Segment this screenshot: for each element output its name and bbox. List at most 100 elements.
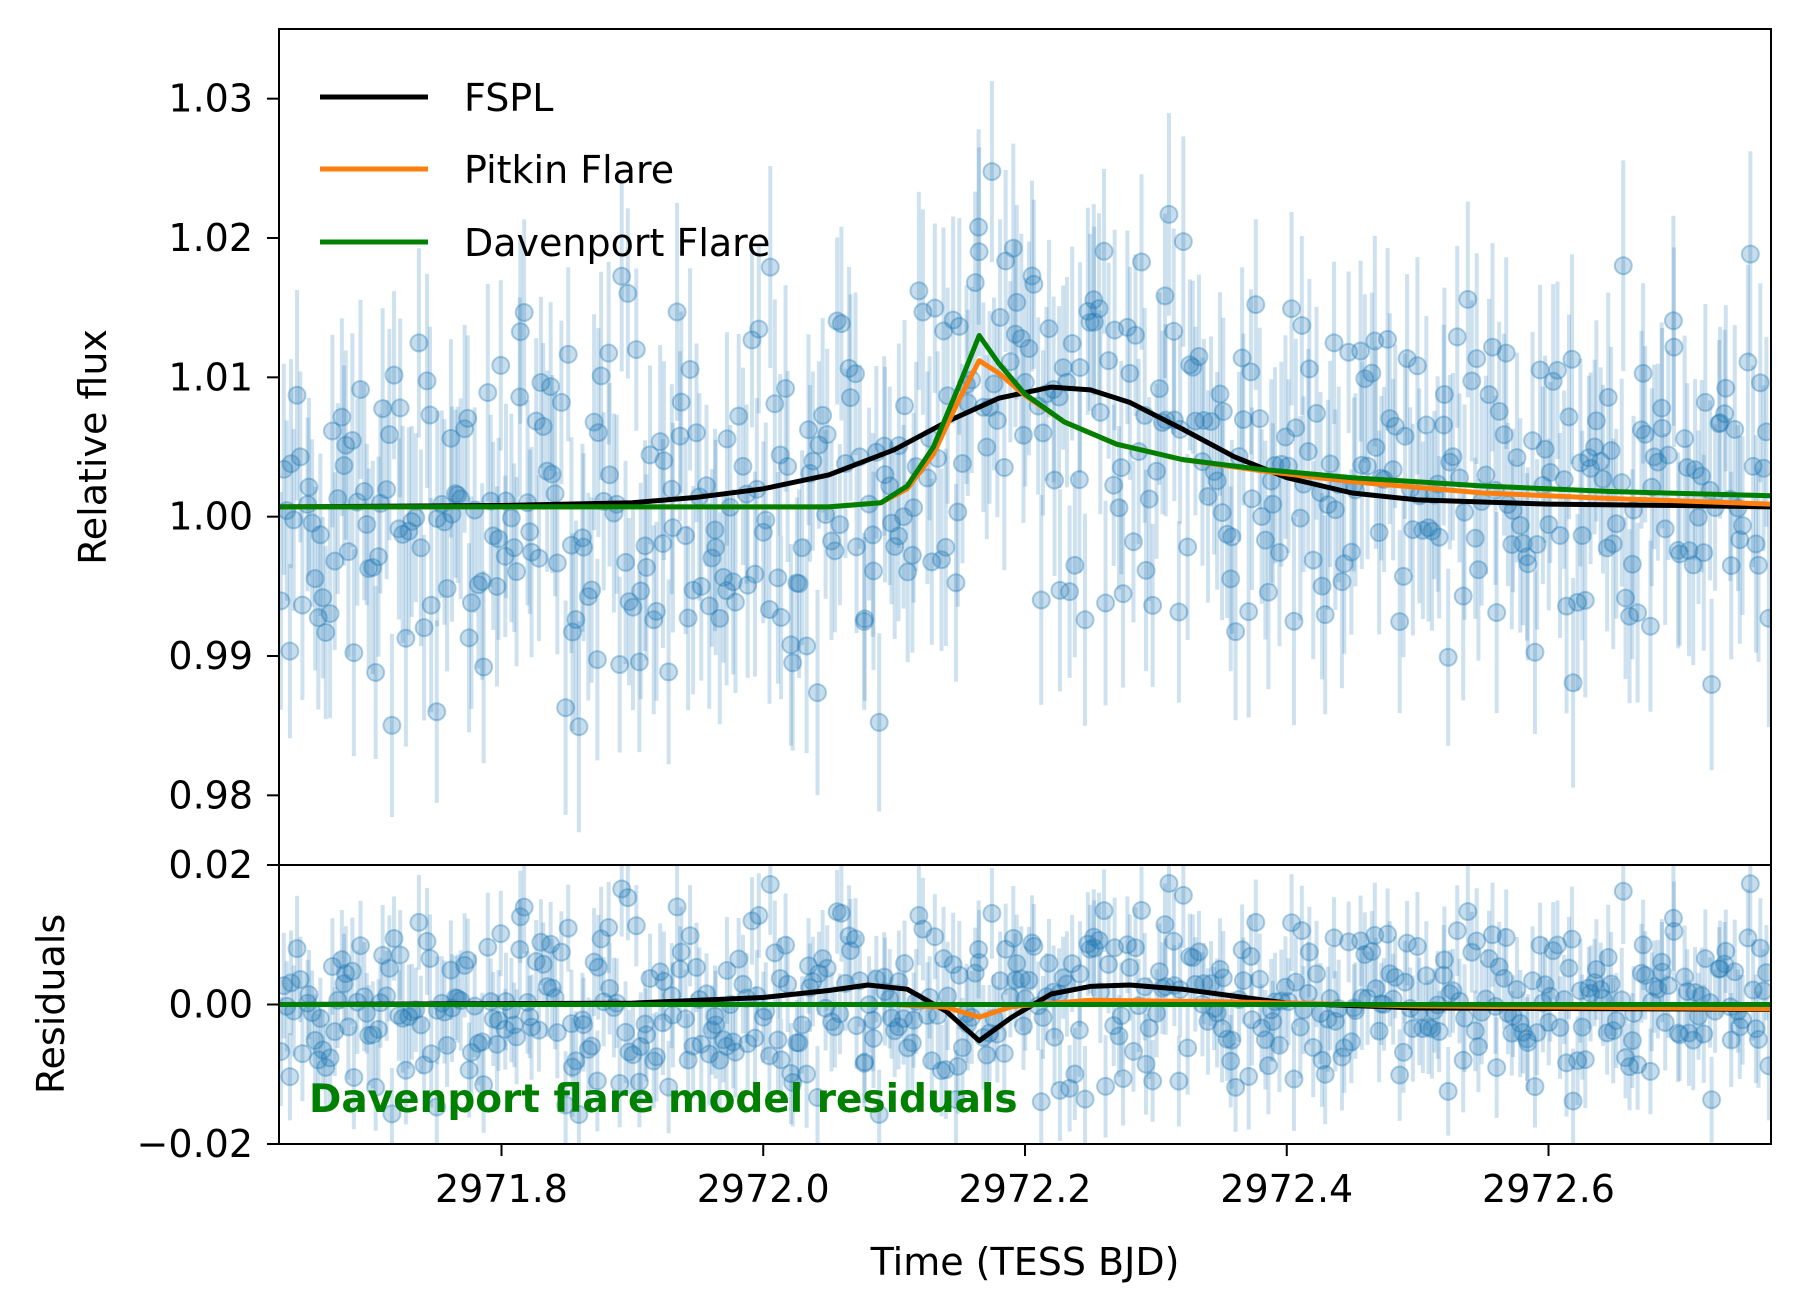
top-data-point bbox=[1155, 286, 1175, 306]
top-data-point bbox=[1440, 452, 1460, 472]
bottom-data-point bbox=[459, 1060, 479, 1080]
bottom-data-point bbox=[531, 932, 551, 952]
bottom-data-point bbox=[683, 1036, 703, 1056]
top-data-point bbox=[1180, 355, 1200, 375]
top-data-point bbox=[996, 251, 1016, 271]
bottom-data-point bbox=[308, 1050, 328, 1070]
bottom-data-point bbox=[1011, 969, 1031, 989]
top-data-point bbox=[299, 477, 319, 497]
bottom-data-point bbox=[1695, 949, 1715, 969]
top-data-point bbox=[1060, 582, 1080, 602]
top-data-point bbox=[1572, 526, 1592, 546]
top-data-point bbox=[446, 484, 466, 504]
top-data-point bbox=[1612, 473, 1632, 493]
legend: FSPL Pitkin Flare Davenport Flare bbox=[320, 76, 770, 265]
top-data-point bbox=[894, 507, 914, 527]
bottom-data-point bbox=[558, 918, 578, 938]
bottom-data-point bbox=[310, 1008, 330, 1028]
top-data-point bbox=[1494, 425, 1514, 445]
top-data-point bbox=[411, 538, 431, 558]
top-data-point bbox=[1005, 324, 1025, 344]
top-data-point bbox=[1479, 385, 1499, 405]
top-data-point bbox=[310, 525, 330, 545]
top-data-point bbox=[889, 526, 909, 546]
top-data-point bbox=[738, 575, 758, 595]
bottom-data-point bbox=[635, 1014, 655, 1034]
bottom-data-point bbox=[1572, 1017, 1592, 1037]
bottom-data-point bbox=[1252, 1018, 1272, 1038]
bottom-data-point bbox=[1109, 1026, 1129, 1046]
top-data-point bbox=[1438, 647, 1458, 667]
bottom-data-point bbox=[1679, 1023, 1699, 1043]
bottom-data-point bbox=[623, 1045, 643, 1065]
top-data-point bbox=[533, 416, 553, 436]
bottom-data-point bbox=[778, 974, 798, 994]
top-data-point bbox=[1635, 424, 1655, 444]
bottom-data-point bbox=[458, 950, 478, 970]
top-data-point bbox=[680, 359, 700, 379]
bottom-data-point bbox=[781, 1064, 801, 1084]
top-data-point bbox=[969, 217, 989, 237]
top-data-point bbox=[1007, 292, 1027, 312]
top-data-point bbox=[1024, 274, 1044, 294]
bottom-data-point bbox=[768, 1030, 788, 1050]
bottom-data-point bbox=[489, 1010, 509, 1030]
bottom-data-point bbox=[934, 949, 954, 969]
top-data-point bbox=[322, 421, 342, 441]
bottom-data-point bbox=[1339, 932, 1359, 952]
bottom-data-point bbox=[1458, 902, 1478, 922]
top-data-point bbox=[1679, 541, 1699, 561]
top-data-point bbox=[626, 340, 646, 360]
bottom-data-point bbox=[1378, 924, 1398, 944]
bottom-data-point bbox=[612, 879, 632, 899]
bottom-data-point bbox=[591, 929, 611, 949]
bottom-data-point bbox=[952, 1038, 972, 1058]
top-data-point bbox=[683, 580, 703, 600]
top-data-point bbox=[1616, 588, 1636, 608]
top-data-point bbox=[366, 662, 386, 682]
bottom-data-point bbox=[723, 1032, 743, 1052]
top-data-point bbox=[338, 542, 358, 562]
bottom-data-point bbox=[1550, 1018, 1570, 1038]
bottom-data-point bbox=[659, 1077, 679, 1097]
top-data-point bbox=[563, 622, 583, 642]
bottom-data-point bbox=[1603, 1021, 1623, 1041]
top-data-point bbox=[584, 412, 604, 432]
top-data-point bbox=[406, 508, 426, 528]
top-y-tick-label: 1.01 bbox=[168, 355, 253, 399]
top-data-point bbox=[529, 548, 549, 568]
top-data-point bbox=[437, 578, 457, 598]
top-data-point bbox=[1132, 252, 1152, 272]
bottom-data-point bbox=[1232, 940, 1252, 960]
top-data-point bbox=[1299, 359, 1319, 379]
bottom-data-point bbox=[713, 1030, 733, 1050]
bottom-data-point bbox=[653, 1013, 673, 1033]
top-data-point bbox=[1315, 605, 1335, 625]
bottom-data-point bbox=[1060, 1078, 1080, 1098]
top-data-point bbox=[1597, 538, 1617, 558]
top-data-point bbox=[357, 514, 377, 534]
top-data-point bbox=[990, 307, 1010, 327]
top-data-point bbox=[783, 653, 803, 673]
bottom-data-point bbox=[389, 1006, 409, 1026]
bottom-data-point bbox=[1715, 954, 1735, 974]
top-data-point bbox=[1540, 462, 1560, 482]
top-data-point bbox=[710, 608, 730, 628]
axis-ticks: 0.98 0.99 1.00 1.01 1.02 1.03 −0.02 0.00 0.02 297… bbox=[137, 77, 1615, 1211]
top-data-point bbox=[1670, 544, 1690, 564]
top-data-point bbox=[1045, 470, 1065, 490]
bottom-data-point bbox=[1523, 971, 1543, 991]
top-data-point bbox=[1518, 554, 1538, 574]
top-data-point bbox=[768, 568, 788, 588]
top-data-point bbox=[1467, 349, 1487, 369]
bottom-data-point bbox=[1570, 981, 1590, 1001]
bottom-data-point bbox=[671, 942, 691, 962]
top-data-point bbox=[1743, 456, 1763, 476]
bottom-data-point bbox=[881, 1008, 901, 1028]
top-data-point bbox=[495, 546, 515, 566]
top-data-point bbox=[713, 567, 733, 587]
bottom-data-point bbox=[1096, 1076, 1116, 1096]
bottom-data-point bbox=[783, 1073, 803, 1093]
bottom-data-point bbox=[931, 1061, 951, 1081]
top-data-point bbox=[982, 162, 1002, 182]
